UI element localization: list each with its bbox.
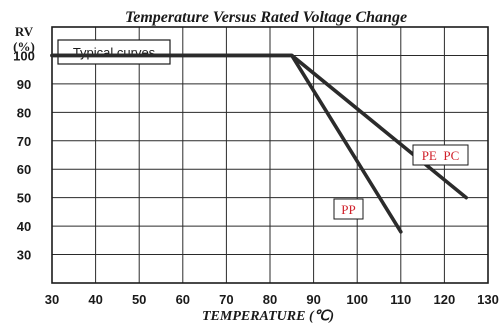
series-line-pp — [50, 53, 403, 234]
x-axis-label: TEMPERATURE (℃) — [202, 309, 334, 324]
series-label-pp: PP — [333, 198, 364, 220]
x-tick-label-120: 120 — [434, 292, 456, 307]
y-tick-label-40: 40 — [17, 219, 31, 234]
series-label-box-pe-pc — [412, 144, 469, 166]
y-tick-label-80: 80 — [17, 105, 31, 120]
series — [50, 53, 469, 234]
y-tick-label-60: 60 — [17, 162, 31, 177]
series-label-pe-pc-text: PE PC — [422, 148, 460, 163]
annotation-text: Typical curves — [73, 45, 156, 60]
x-tick-label-130: 130 — [477, 292, 499, 307]
x-tick-label-70: 70 — [219, 292, 233, 307]
chart-title: Temperature Versus Rated Voltage Change — [125, 9, 407, 26]
series-label-box-pp — [333, 198, 364, 220]
y-axis-label-line-1: RV — [15, 24, 34, 39]
x-tick-label-60: 60 — [176, 292, 190, 307]
series-label-pp-text: PP — [341, 202, 355, 217]
tick-labels: 30 40 50 60 70 80 90 100 110 120 130 30 40 50 60 70 80 90… — [13, 48, 499, 307]
x-tick-label-30: 30 — [45, 292, 59, 307]
x-tick-label-80: 80 — [263, 292, 277, 307]
x-tick-label-100: 100 — [346, 292, 368, 307]
series-line-pe-pc — [50, 53, 469, 200]
series-label-pe-pc: PE PC — [412, 144, 469, 166]
y-tick-label-90: 90 — [17, 77, 31, 92]
y-tick-label-50: 50 — [17, 191, 31, 206]
y-tick-label-100: 100 — [13, 48, 35, 63]
x-tick-label-40: 40 — [88, 292, 102, 307]
y-axis-label-line-2: (%) — [13, 39, 35, 54]
x-tick-label-90: 90 — [306, 292, 320, 307]
annotation-box — [57, 39, 171, 65]
y-tick-label-30: 30 — [17, 248, 31, 263]
y-tick-label-70: 70 — [17, 134, 31, 149]
x-tick-label-50: 50 — [132, 292, 146, 307]
annotation-typical-curves: Typical curves — [57, 39, 171, 65]
plot-frame — [51, 26, 489, 284]
x-tick-label-110: 110 — [390, 292, 411, 307]
